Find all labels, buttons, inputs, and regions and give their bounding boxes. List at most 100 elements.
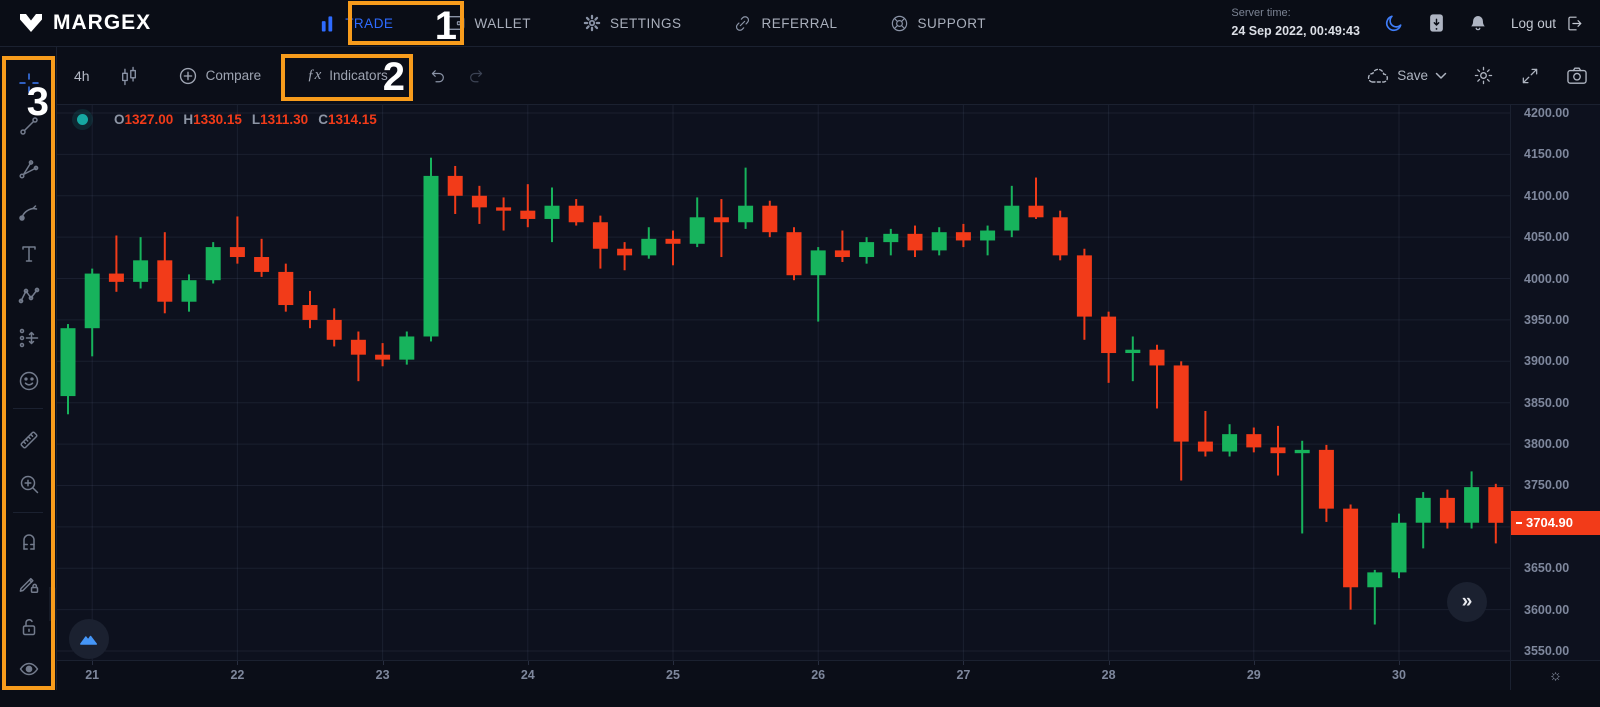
legend-high-value: 1330.15 (193, 112, 242, 127)
top-nav: MARGEX TRADE WALLET SETTINGS REFERRAL (0, 0, 1600, 47)
tool-measure[interactable] (10, 422, 47, 458)
time-axis-tick (92, 661, 94, 665)
nav-item-wallet[interactable]: WALLET (445, 14, 531, 32)
nav-item-settings[interactable]: SETTINGS (583, 14, 682, 32)
price-axis-label: 3950.00 (1524, 312, 1570, 327)
nav-item-label: TRADE (345, 15, 394, 31)
tool-hide-all-drawings[interactable] (10, 651, 47, 687)
time-axis-label: 30 (1392, 668, 1406, 682)
dark-mode-moon-icon[interactable] (1384, 13, 1404, 33)
nav-item-label: SETTINGS (609, 15, 682, 31)
sidebar-divider (13, 512, 43, 513)
legend-close-label: C (318, 112, 328, 127)
toolbar-right: Save (1366, 65, 1588, 86)
pencil-lock-icon (19, 577, 38, 594)
interval-button[interactable]: 4h (74, 67, 90, 84)
nav-item-referral[interactable]: REFERRAL (733, 14, 837, 33)
tool-gann-fibonacci[interactable] (10, 151, 47, 187)
mobile-app-icon[interactable] (1428, 13, 1445, 33)
brand-text: MARGEX (53, 11, 152, 34)
tool-emoji[interactable] (10, 363, 47, 399)
margex-logo[interactable]: MARGEX (18, 10, 151, 36)
tool-zoom-in[interactable] (10, 466, 47, 502)
lifebuoy-icon (890, 14, 909, 33)
price-axis-label: 4050.00 (1524, 230, 1570, 245)
tool-xabcd-pattern[interactable] (10, 278, 47, 314)
bottom-strip (0, 690, 1600, 707)
mountain-icon (80, 635, 98, 645)
chart-settings-gear-icon[interactable] (1473, 65, 1494, 86)
text-tool-icon (21, 246, 36, 262)
tool-lock-all-drawings[interactable] (10, 609, 47, 645)
axis-settings-sun-icon[interactable]: ☼ (1510, 660, 1600, 690)
time-axis-label: 21 (85, 668, 100, 682)
time-axis-tick (382, 661, 384, 665)
redo-icon[interactable] (466, 66, 486, 85)
indicators-label: Indicators (329, 68, 388, 83)
bar-chart-icon (319, 14, 336, 32)
price-axis-label: 4150.00 (1524, 147, 1570, 162)
candlestick-plot (57, 105, 1510, 660)
time-axis-tick (963, 661, 965, 665)
nav-item-label: WALLET (474, 15, 531, 31)
undo-icon[interactable] (428, 66, 448, 85)
notifications-bell-icon[interactable] (1469, 13, 1487, 33)
tool-projection[interactable] (10, 320, 47, 356)
nav-item-support[interactable]: SUPPORT (890, 14, 987, 33)
emoji-icon (19, 371, 38, 391)
series-marker-dot[interactable] (77, 114, 88, 125)
price-axis-label: 4100.00 (1524, 188, 1570, 203)
crosshair-icon (18, 73, 39, 93)
gann-fibonacci-icon (18, 160, 38, 179)
link-icon (733, 14, 752, 33)
scroll-to-latest-button[interactable]: » (1447, 582, 1487, 622)
fullscreen-icon[interactable] (1520, 66, 1540, 86)
nav-right: Server time: 24 Sep 2022, 00:49:43 Log o… (1231, 6, 1584, 40)
time-axis-tick (237, 661, 239, 665)
legend-low-label: L (251, 112, 261, 127)
legend-high-label: H (183, 112, 194, 127)
screenshot-camera-icon[interactable] (1566, 66, 1588, 85)
time-axis-tick (818, 661, 820, 665)
price-axis-label: 3850.00 (1524, 395, 1570, 410)
logout-button[interactable]: Log out (1511, 14, 1584, 33)
chart-style-candles-icon[interactable] (120, 66, 138, 86)
tool-text[interactable] (10, 236, 47, 272)
nav-item-trade[interactable]: TRADE (319, 14, 393, 32)
wallet-icon (445, 14, 465, 32)
trend-line-icon (19, 117, 38, 135)
tool-trend-line[interactable] (10, 108, 47, 144)
fx-icon: ƒx (307, 67, 322, 83)
tool-magnet[interactable] (10, 523, 47, 559)
time-axis-label: 27 (956, 668, 971, 682)
cloud-save-icon (1366, 67, 1390, 85)
chart-canvas[interactable]: O 1327.00 H 1330.15 L 1311.30 C 1314.15 … (57, 105, 1510, 660)
zoom-in-icon (20, 475, 38, 494)
save-button[interactable]: Save (1366, 67, 1447, 85)
chart-style-mountain-button[interactable] (69, 619, 109, 659)
time-axis-label: 29 (1246, 668, 1261, 682)
server-time-label: Server time: (1231, 6, 1291, 19)
legend-low-value: 1311.30 (260, 112, 309, 127)
tool-drawing-pencil-lock[interactable] (10, 566, 47, 602)
time-axis-tick (1108, 661, 1110, 665)
chevron-down-icon (1435, 72, 1447, 80)
logout-label: Log out (1510, 15, 1556, 31)
price-axis[interactable]: 3704.90 4200.00 4150.00 4100.00 4050.00 4000… (1510, 105, 1600, 660)
time-axis-label: 28 (1101, 668, 1116, 682)
price-axis-label: 3600.00 (1524, 602, 1570, 617)
time-axis-label: 26 (811, 668, 826, 682)
indicators-button[interactable]: ƒx Indicators (307, 67, 388, 84)
save-label: Save (1397, 68, 1428, 83)
margex-logo-icon (18, 10, 44, 36)
legend-open-label: O (114, 112, 125, 127)
price-axis-label: 4000.00 (1524, 271, 1570, 286)
time-axis-tick (1253, 661, 1255, 665)
time-axis-label: 24 (520, 668, 535, 682)
tool-brush[interactable] (10, 194, 47, 230)
price-axis-label: 3900.00 (1524, 354, 1570, 369)
tool-crosshair[interactable] (10, 65, 47, 101)
time-axis[interactable]: 21 22 23 24 25 26 27 28 29 30 (57, 660, 1510, 690)
compare-button[interactable]: Compare (178, 66, 261, 86)
time-axis-tick (1399, 661, 1400, 665)
